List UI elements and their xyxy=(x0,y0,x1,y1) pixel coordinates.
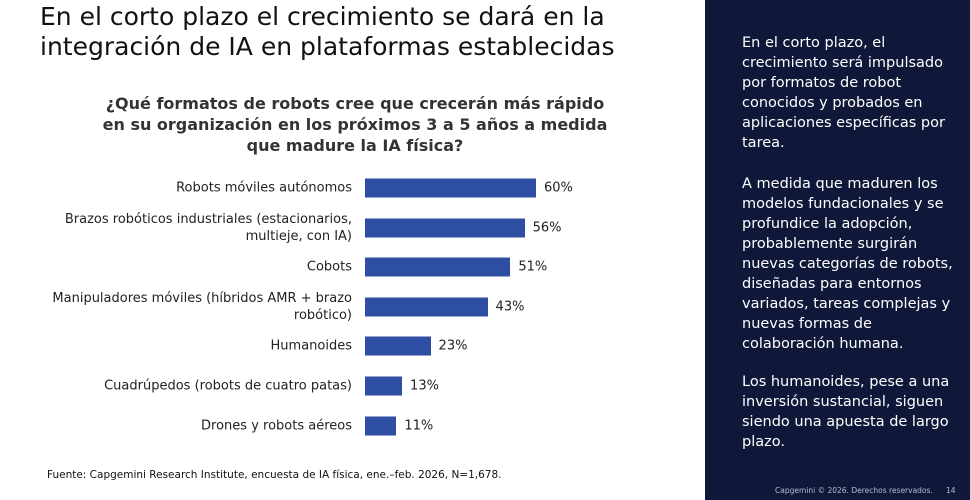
category-label: Cuadrúpedos (robots de cuatro patas) xyxy=(104,378,352,394)
category-label: Drones y robots aéreos xyxy=(201,418,352,434)
category-label: Brazos robóticos industriales (estaciona… xyxy=(64,211,352,244)
value-label: 60% xyxy=(544,180,573,196)
sidebar-paragraph: En el corto plazo, el crecimiento será i… xyxy=(742,35,945,151)
category-label: Robots móviles autónomos xyxy=(176,180,352,196)
value-label: 13% xyxy=(410,378,439,394)
bar xyxy=(365,297,488,317)
slide-title: En el corto plazo el crecimiento se dará… xyxy=(40,2,615,61)
copyright: Capgemini © 2026. Derechos reservados. xyxy=(775,486,933,495)
value-label: 23% xyxy=(438,338,468,354)
sidebar xyxy=(705,0,970,500)
category-label: Humanoides xyxy=(270,338,352,354)
bar xyxy=(365,178,536,198)
category-label: Manipuladores móviles (híbridos AMR + br… xyxy=(52,290,352,323)
sidebar-paragraph: Los humanoides, pese a una inversión sus… xyxy=(742,374,950,450)
sidebar-paragraph: A medida que maduren los modelos fundaci… xyxy=(742,176,953,352)
chart-title: ¿Qué formatos de robots cree que crecerá… xyxy=(102,94,608,155)
bar xyxy=(365,376,403,396)
value-label: 43% xyxy=(495,299,525,315)
bar xyxy=(365,416,397,436)
bar xyxy=(365,257,511,277)
bar xyxy=(365,336,431,356)
page-number: 14 xyxy=(946,486,956,495)
value-label: 56% xyxy=(532,220,562,236)
category-label: Cobots xyxy=(306,259,352,275)
value-label: 11% xyxy=(404,418,434,434)
bar xyxy=(365,218,525,238)
source-note: Fuente: Capgemini Research Institute, en… xyxy=(47,469,502,481)
value-label: 51% xyxy=(518,259,548,275)
